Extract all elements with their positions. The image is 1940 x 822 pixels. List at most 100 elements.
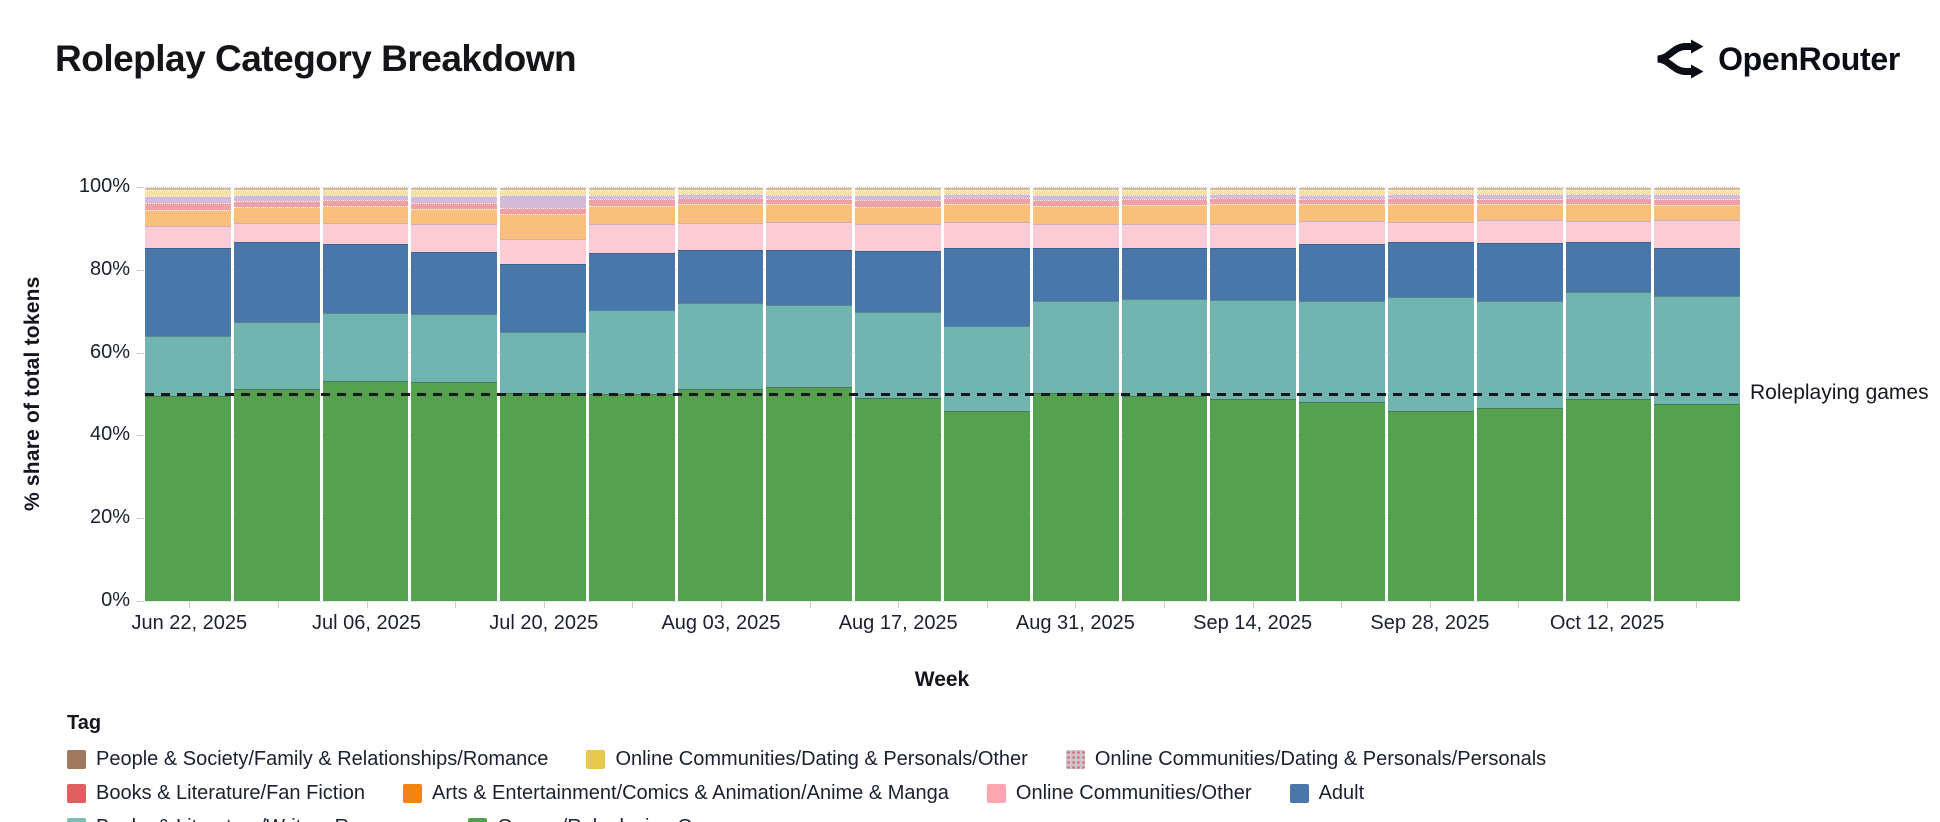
bar-segment[interactable] [1032, 194, 1119, 200]
bar-segment[interactable] [944, 203, 1030, 222]
bar-segment[interactable] [500, 195, 586, 208]
bar-segment[interactable] [1654, 219, 1741, 249]
bar-segment[interactable] [1121, 190, 1208, 195]
bar-segment[interactable] [1210, 198, 1297, 204]
bar-segment[interactable] [1476, 219, 1563, 243]
legend-item[interactable]: Adult [1289, 782, 1364, 805]
bar-segment[interactable] [1565, 198, 1652, 204]
bar-segment[interactable] [855, 207, 942, 224]
bar-segment[interactable] [677, 203, 764, 223]
bar-segment[interactable] [1654, 403, 1741, 601]
bar-segment[interactable] [766, 194, 853, 199]
bar-segment[interactable] [1032, 224, 1119, 249]
bar-segment[interactable] [1299, 301, 1385, 402]
bar-segment[interactable] [766, 221, 853, 251]
bar-segment[interactable] [1387, 221, 1474, 242]
bar-segment[interactable] [233, 207, 320, 223]
bar-segment[interactable] [855, 195, 942, 201]
bar-segment[interactable] [1387, 241, 1474, 298]
bar-segment[interactable] [1654, 296, 1741, 404]
bar-segment[interactable] [322, 200, 409, 206]
bar-segment[interactable] [588, 194, 675, 200]
bar-segment[interactable] [233, 200, 320, 208]
bar-segment[interactable] [1565, 241, 1652, 292]
bar-segment[interactable] [1654, 187, 1741, 190]
bar-segment[interactable] [1032, 199, 1119, 207]
bar-segment[interactable] [1387, 411, 1474, 601]
bar-segment[interactable] [588, 394, 675, 601]
bar-segment[interactable] [944, 411, 1030, 601]
bar-segment[interactable] [1476, 190, 1563, 195]
bar-segment[interactable] [145, 202, 231, 210]
bar-segment[interactable] [500, 190, 586, 196]
legend-item[interactable]: Arts & Entertainment/Comics & Animation/… [403, 782, 949, 805]
bar-segment[interactable] [1387, 193, 1474, 199]
bar-segment[interactable] [855, 200, 942, 208]
bar-segment[interactable] [677, 198, 764, 204]
bar-segment[interactable] [1210, 194, 1297, 199]
bar-segment[interactable] [766, 204, 853, 222]
bar-segment[interactable] [411, 190, 498, 197]
bar-segment[interactable] [233, 222, 320, 242]
bar-segment[interactable] [1654, 205, 1741, 220]
bar-segment[interactable] [677, 303, 764, 389]
bar-segment[interactable] [322, 205, 409, 223]
bar-segment[interactable] [855, 311, 942, 398]
bar-segment[interactable] [411, 187, 498, 191]
bar-segment[interactable] [145, 190, 231, 196]
bar-segment[interactable] [944, 187, 1030, 190]
bar-segment[interactable] [322, 381, 409, 601]
bar-segment[interactable] [145, 395, 231, 601]
bar-segment[interactable] [1476, 194, 1563, 199]
bar-segment[interactable] [1032, 206, 1119, 225]
bar-segment[interactable] [322, 222, 409, 244]
bar-segment[interactable] [944, 193, 1030, 199]
bar-segment[interactable] [500, 187, 586, 191]
legend-item[interactable]: Books & Literature/Writers Resources [67, 816, 430, 822]
legend-item[interactable]: Books & Literature/Fan Fiction [67, 782, 365, 805]
bar-segment[interactable] [1121, 248, 1208, 300]
bar-segment[interactable] [677, 222, 764, 250]
bar-segment[interactable] [1121, 205, 1208, 224]
bar-segment[interactable] [411, 224, 498, 252]
bar-segment[interactable] [233, 321, 320, 390]
bar-segment[interactable] [1210, 300, 1297, 400]
bar-segment[interactable] [1299, 190, 1385, 195]
bar-segment[interactable] [766, 304, 853, 388]
bar-segment[interactable] [766, 190, 853, 195]
bar-segment[interactable] [766, 187, 853, 191]
bar-segment[interactable] [1565, 193, 1652, 199]
bar-segment[interactable] [411, 314, 498, 382]
bar-segment[interactable] [322, 313, 409, 382]
bar-segment[interactable] [1121, 187, 1208, 191]
bar-segment[interactable] [1476, 187, 1563, 191]
bar-segment[interactable] [411, 381, 498, 601]
bar-segment[interactable] [1387, 187, 1474, 190]
bar-segment[interactable] [1565, 291, 1652, 400]
bar-segment[interactable] [855, 223, 942, 252]
bar-segment[interactable] [855, 187, 942, 191]
bar-segment[interactable] [233, 190, 320, 196]
bar-segment[interactable] [1387, 198, 1474, 204]
bar-segment[interactable] [1210, 189, 1297, 195]
bar-segment[interactable] [1299, 243, 1385, 302]
bar-segment[interactable] [411, 209, 498, 225]
bar-segment[interactable] [1121, 299, 1208, 396]
bar-segment[interactable] [233, 241, 320, 322]
bar-segment[interactable] [1565, 189, 1652, 194]
bar-segment[interactable] [677, 194, 764, 199]
bar-segment[interactable] [1654, 199, 1741, 206]
bar-segment[interactable] [588, 187, 675, 191]
legend-item[interactable]: Online Communities/Dating & Personals/Ot… [586, 748, 1028, 771]
bar-segment[interactable] [1299, 187, 1385, 191]
bar-segment[interactable] [1210, 399, 1297, 601]
bar-segment[interactable] [1654, 194, 1741, 200]
bar-segment[interactable] [677, 388, 764, 601]
bar-segment[interactable] [145, 247, 231, 336]
bar-segment[interactable] [1210, 223, 1297, 249]
legend-item[interactable]: Games/Roleplaying Games [468, 816, 742, 822]
bar-segment[interactable] [1565, 187, 1652, 190]
bar-segment[interactable] [145, 225, 231, 248]
bar-segment[interactable] [500, 263, 586, 333]
bar-segment[interactable] [322, 195, 409, 201]
